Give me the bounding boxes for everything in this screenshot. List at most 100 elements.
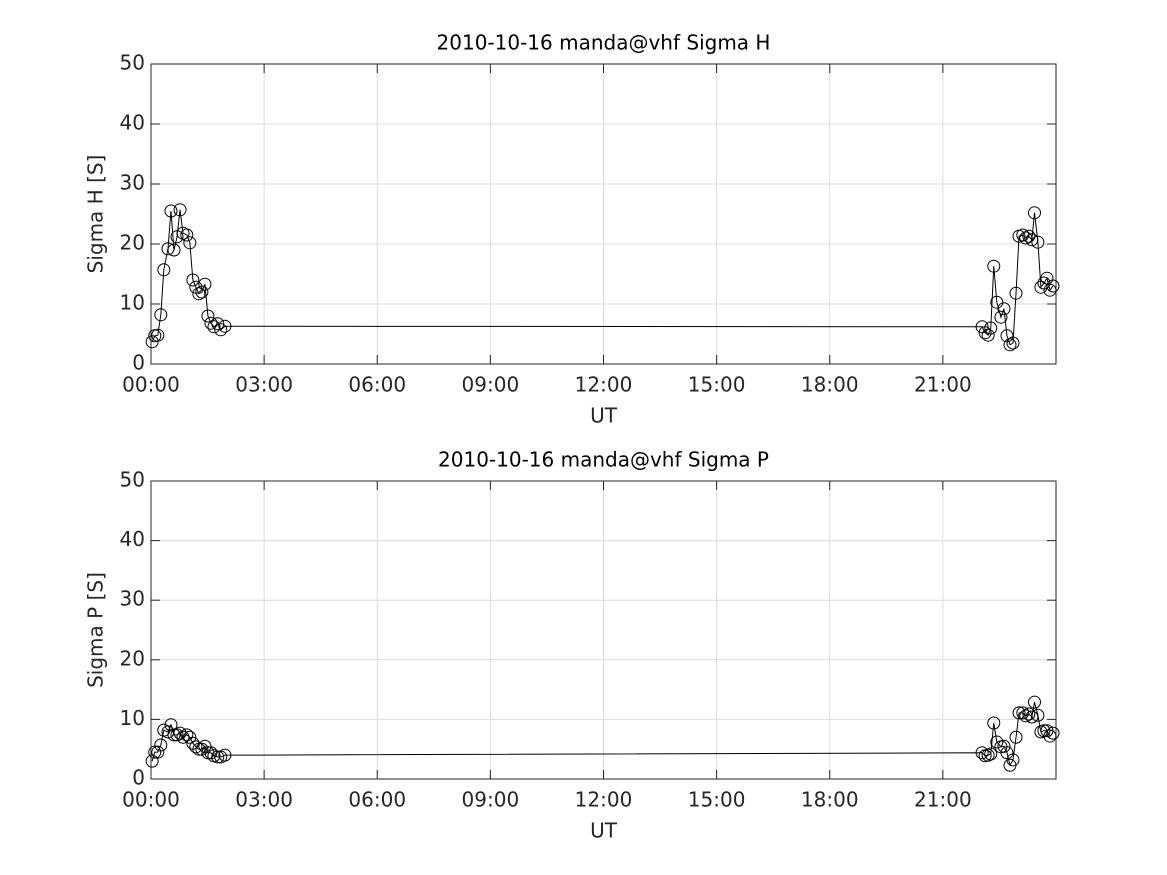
y-axis-label: Sigma P [S]: [84, 572, 108, 688]
data-point: [1046, 279, 1060, 293]
data-point: [189, 740, 203, 754]
subplot: 00:00 03:00 06:00 09:00 12:00 15:00 18:00 21:00…: [84, 31, 1060, 428]
data-point: [170, 728, 184, 742]
data-point: [154, 308, 168, 322]
series-line: [151, 209, 1054, 346]
data-point: [1046, 726, 1060, 740]
data-point: [154, 738, 168, 752]
data-point: [195, 285, 209, 299]
x-tick-label: 06:00: [348, 788, 406, 812]
x-axis-label: UT: [590, 819, 618, 843]
data-point: [1009, 286, 1023, 300]
data-point: [161, 242, 175, 256]
data-point: [164, 718, 178, 732]
data-point: [211, 317, 225, 331]
data-point: [207, 320, 221, 334]
y-tick-label: 0: [132, 766, 145, 790]
data-point: [167, 243, 181, 257]
x-tick-label: 09:00: [462, 373, 520, 397]
data-point: [204, 316, 218, 330]
data-point: [984, 747, 998, 761]
data-point: [1043, 729, 1057, 743]
data-point: [1006, 753, 1020, 767]
data-point: [997, 302, 1011, 316]
y-tick-label: 20: [120, 646, 145, 670]
data-point: [195, 742, 209, 756]
data-point: [151, 328, 165, 342]
data-point: [198, 277, 212, 291]
data-point: [211, 750, 225, 764]
y-tick-label: 30: [120, 587, 145, 611]
series-line: [151, 701, 1054, 767]
data-point: [164, 204, 178, 218]
data-point: [975, 746, 989, 760]
data-point: [990, 295, 1004, 309]
y-tick-label: 10: [120, 706, 145, 730]
data-point: [183, 730, 197, 744]
x-tick-label: 21:00: [914, 788, 972, 812]
data-point: [1043, 283, 1057, 297]
data-point: [151, 745, 165, 759]
data-point: [176, 730, 190, 744]
y-tick-label: 0: [132, 351, 145, 375]
data-point: [981, 748, 995, 762]
data-point: [1019, 231, 1033, 245]
data-point: [1028, 206, 1042, 220]
y-tick-label: 30: [120, 171, 145, 195]
x-axis-label: UT: [590, 404, 618, 428]
data-point: [186, 273, 200, 287]
y-tick-label: 10: [120, 291, 145, 315]
data-point: [1012, 706, 1026, 720]
data-point: [1022, 707, 1036, 721]
data-point: [214, 323, 228, 337]
x-tick-label: 00:00: [122, 373, 180, 397]
x-tick-label: 03:00: [235, 373, 293, 397]
data-point: [984, 321, 998, 335]
data-point: [987, 716, 1001, 730]
y-tick-label: 50: [120, 51, 145, 75]
data-point: [990, 735, 1004, 749]
data-point: [183, 236, 197, 250]
x-tick-label: 18:00: [801, 373, 859, 397]
data-point: [180, 228, 194, 242]
data-point: [1025, 710, 1039, 724]
data-point: [192, 287, 206, 301]
x-tick-label: 15:00: [688, 788, 746, 812]
x-tick-label: 06:00: [348, 373, 406, 397]
x-tick-label: 00:00: [122, 788, 180, 812]
data-point: [1031, 235, 1045, 249]
data-point: [1016, 706, 1030, 720]
data-point: [1003, 338, 1017, 352]
data-point: [1025, 233, 1039, 247]
data-point: [192, 742, 206, 756]
x-tick-label: 09:00: [462, 788, 520, 812]
data-point: [1028, 695, 1042, 709]
data-point: [218, 748, 232, 762]
data-point: [157, 263, 171, 277]
chart-title: 2010-10-16 manda@vhf Sigma P: [438, 448, 769, 472]
x-tick-label: 12:00: [575, 373, 633, 397]
y-tick-label: 40: [120, 111, 145, 135]
data-point: [167, 728, 181, 742]
data-point: [1022, 229, 1036, 243]
x-tick-label: 03:00: [235, 788, 293, 812]
x-tick-label: 18:00: [801, 788, 859, 812]
y-axis-label: Sigma H [S]: [84, 155, 108, 274]
data-point: [994, 310, 1008, 324]
x-tick-label: 12:00: [575, 788, 633, 812]
data-point: [1006, 336, 1020, 350]
x-tick-label: 15:00: [688, 373, 746, 397]
chart-title: 2010-10-16 manda@vhf Sigma H: [437, 31, 771, 55]
data-point: [997, 739, 1011, 753]
data-point: [218, 319, 232, 333]
data-point: [201, 309, 215, 323]
plot-frame: [150, 480, 1057, 780]
x-tick-label: 21:00: [914, 373, 972, 397]
data-point: [1031, 708, 1045, 722]
data-point: [987, 259, 1001, 273]
y-tick-label: 20: [120, 231, 145, 255]
data-point: [981, 328, 995, 342]
subplot: 00:00 03:00 06:00 09:00 12:00 15:00 18:00 21:00…: [84, 448, 1060, 843]
y-tick-label: 40: [120, 527, 145, 551]
